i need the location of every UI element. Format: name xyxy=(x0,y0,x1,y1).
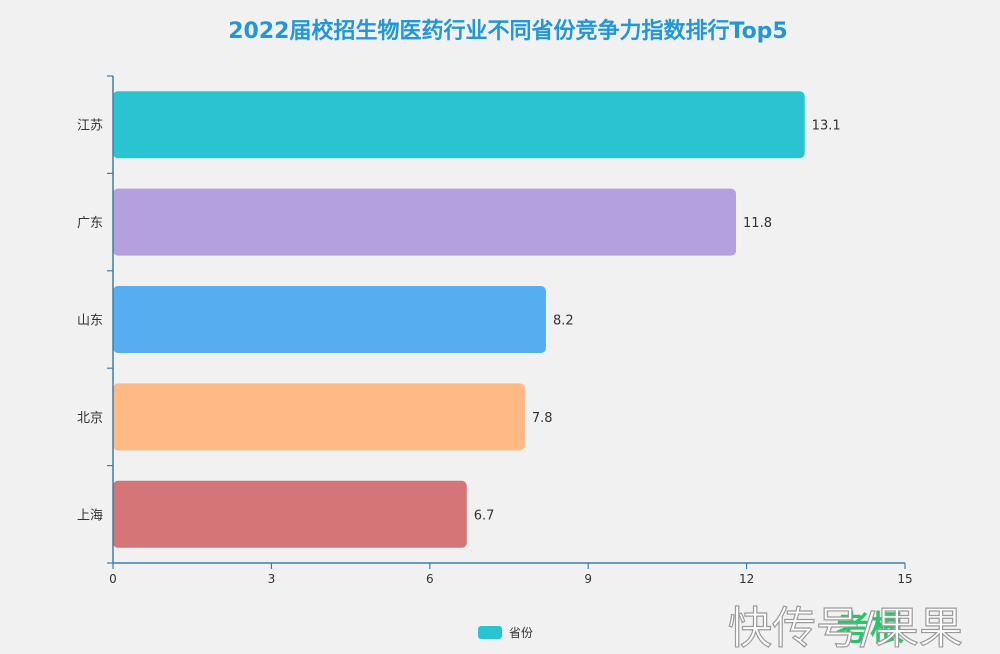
watermark: 考根 快传号/果果 xyxy=(727,602,963,654)
legend-swatch[interactable] xyxy=(478,626,502,639)
bar-3[interactable] xyxy=(113,286,546,353)
value-label-4: 7.8 xyxy=(532,411,553,426)
category-label-4: 北京 xyxy=(77,411,103,426)
x-tick-label-1: 3 xyxy=(268,572,276,586)
x-tick-label-5: 15 xyxy=(897,572,912,586)
value-label-1: 13.1 xyxy=(812,119,841,134)
value-label-2: 11.8 xyxy=(743,216,772,231)
bar-1[interactable] xyxy=(113,91,805,159)
category-label-2: 广东 xyxy=(77,216,103,231)
bars-group: 13.1 11.8 8.2 7.8 6.7 xyxy=(113,91,841,548)
category-label-1: 江苏 xyxy=(77,118,103,134)
bar-4[interactable] xyxy=(113,383,525,451)
category-label-5: 上海 xyxy=(77,508,103,523)
watermark-text: 快传号/果果 xyxy=(728,603,963,654)
category-label-3: 山东 xyxy=(77,314,103,329)
x-tick-label-3: 9 xyxy=(584,572,592,586)
x-tick-label-4: 12 xyxy=(739,572,754,586)
x-tick-label-0: 0 xyxy=(109,572,117,586)
bar-2[interactable] xyxy=(113,188,737,256)
legend-label[interactable]: 省份 xyxy=(509,626,533,640)
chart-title: 2022届校招生物医药行业不同省份竞争力指数排行Top5 xyxy=(228,18,788,44)
x-tick-label-2: 6 xyxy=(426,572,434,586)
value-label-3: 8.2 xyxy=(553,314,574,329)
watermark-logo: 考根 xyxy=(836,609,904,649)
bar-5[interactable] xyxy=(113,480,467,548)
legend[interactable]: 省份 xyxy=(478,626,533,640)
value-label-5: 6.7 xyxy=(474,508,495,523)
